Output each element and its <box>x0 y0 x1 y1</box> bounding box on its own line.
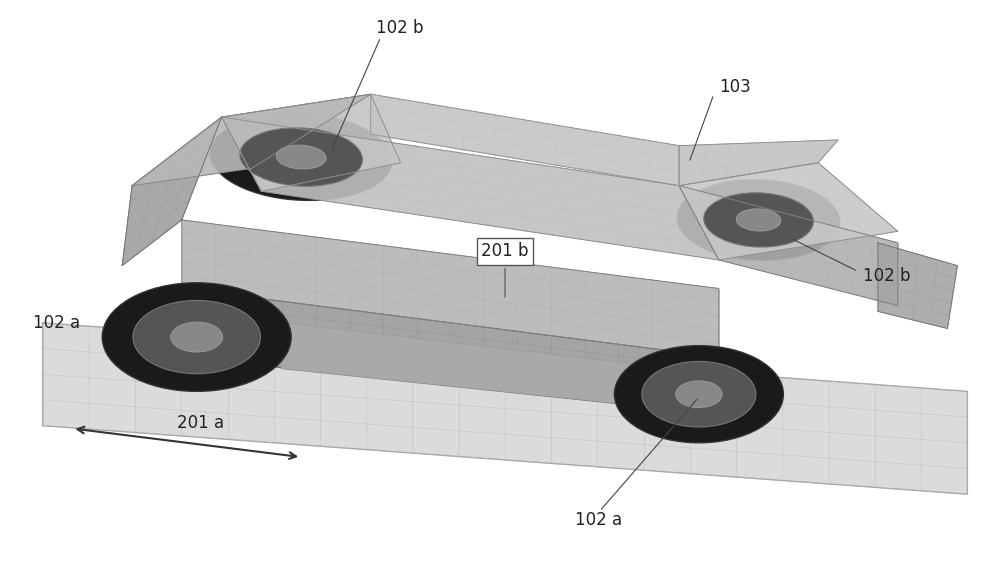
Ellipse shape <box>704 193 813 247</box>
Polygon shape <box>878 243 957 328</box>
Polygon shape <box>122 117 222 265</box>
Text: 102 b: 102 b <box>376 20 423 38</box>
Ellipse shape <box>171 322 223 352</box>
Polygon shape <box>182 220 719 357</box>
Text: 103: 103 <box>719 78 751 96</box>
Ellipse shape <box>642 361 756 427</box>
Polygon shape <box>222 117 719 260</box>
Polygon shape <box>182 288 719 414</box>
Text: 102 a: 102 a <box>575 511 622 529</box>
Polygon shape <box>222 94 401 192</box>
Polygon shape <box>281 323 719 414</box>
Ellipse shape <box>677 179 840 260</box>
Polygon shape <box>371 94 679 186</box>
Ellipse shape <box>676 381 722 407</box>
Ellipse shape <box>276 145 326 169</box>
Text: 201 b: 201 b <box>481 242 529 260</box>
Ellipse shape <box>210 114 392 200</box>
Ellipse shape <box>102 283 291 391</box>
Ellipse shape <box>736 209 781 231</box>
Polygon shape <box>43 323 967 494</box>
Ellipse shape <box>614 346 783 443</box>
Polygon shape <box>132 94 371 186</box>
Polygon shape <box>679 163 898 260</box>
Text: 102 a: 102 a <box>33 314 80 332</box>
Ellipse shape <box>133 301 260 374</box>
Polygon shape <box>679 186 898 306</box>
Ellipse shape <box>240 128 362 186</box>
Polygon shape <box>679 140 838 186</box>
Text: 102 b: 102 b <box>863 267 910 285</box>
Text: 201 a: 201 a <box>177 414 224 432</box>
